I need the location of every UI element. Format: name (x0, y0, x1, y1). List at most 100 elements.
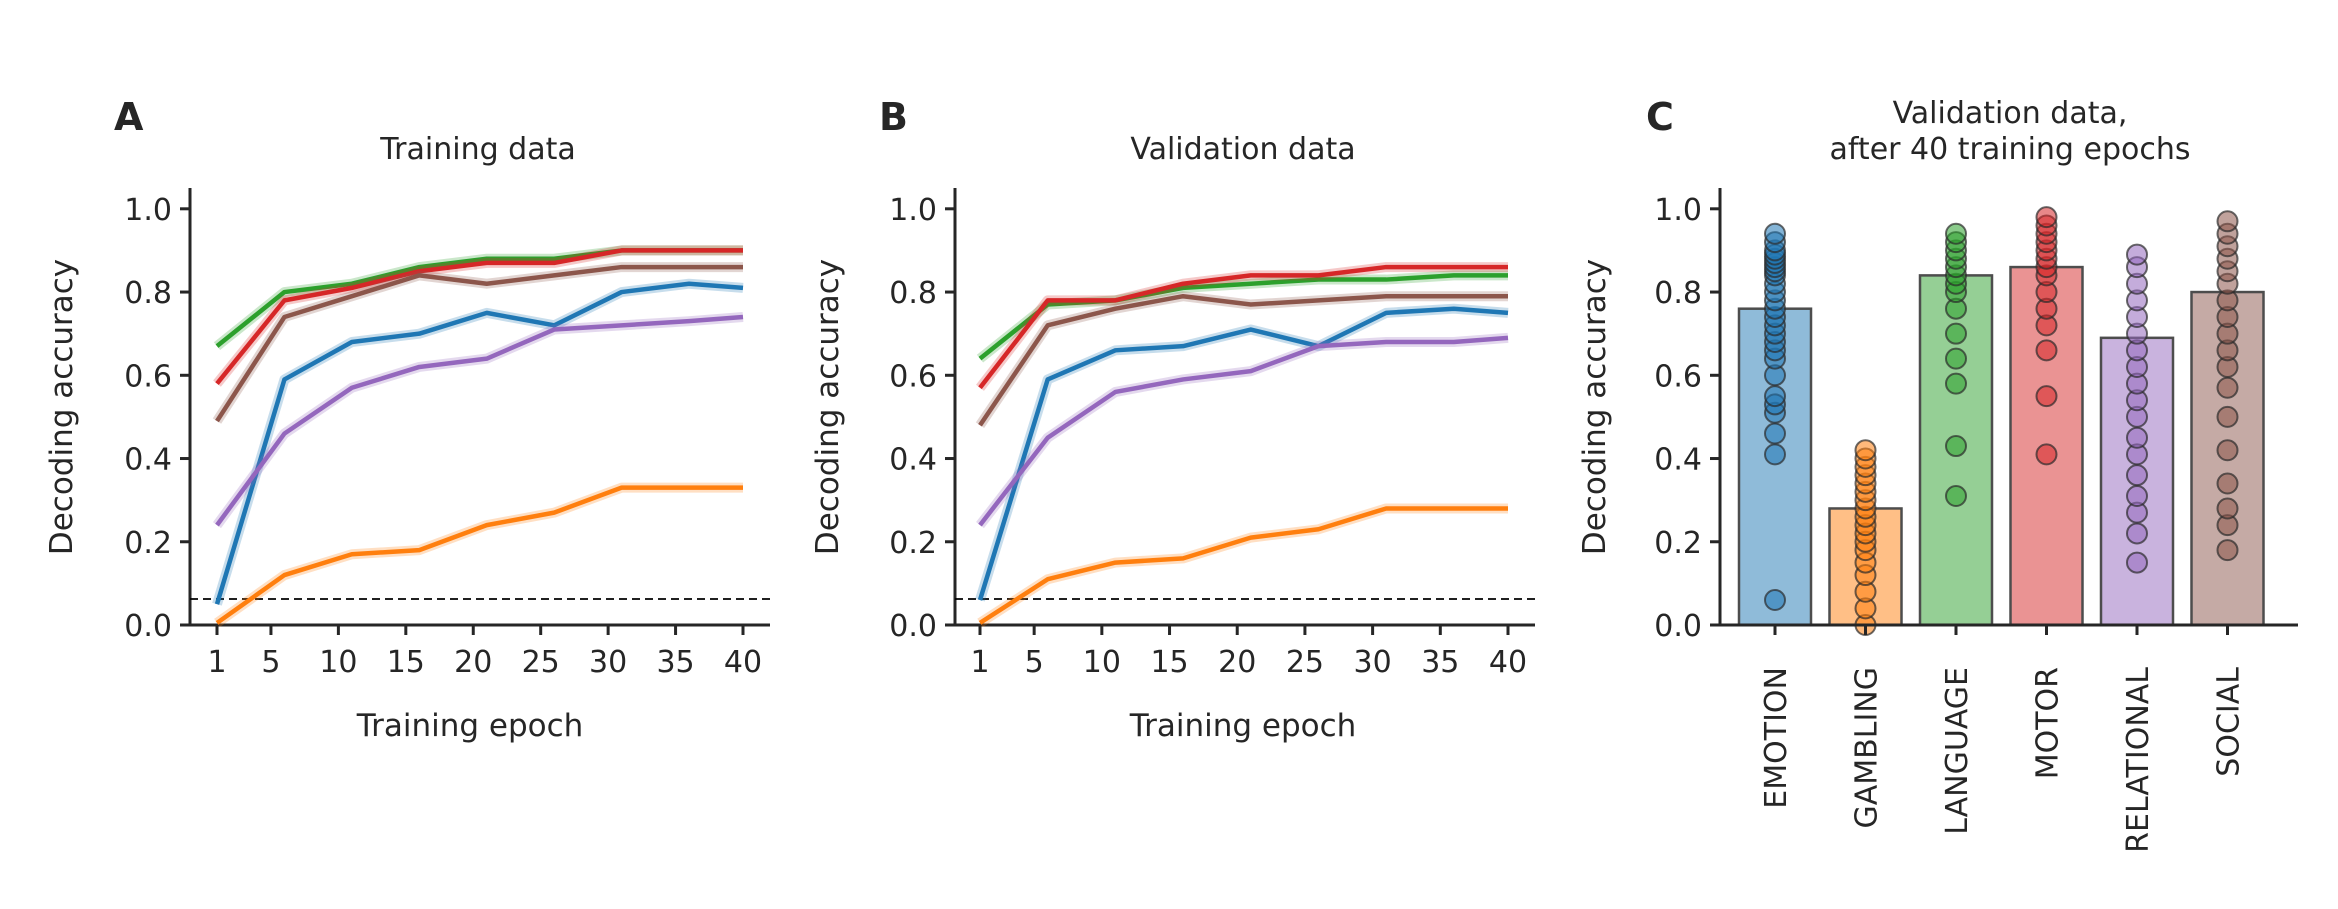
panel-c-point-social (2216, 210, 2239, 233)
panel-a-line-emotion (214, 281, 744, 605)
panel-a-band-gambling (214, 482, 743, 627)
panel-b-y-tick-label: 0.6 (889, 359, 937, 394)
panel-c-point-language (1945, 484, 1967, 507)
panel-c-point-language (1945, 222, 1967, 245)
panel-a-title: Training data (379, 132, 575, 167)
panel-c-x-tick-label: RELATIONAL (2121, 667, 2156, 853)
panel-a-x-tick-label: 35 (656, 645, 694, 680)
panel-c-point-social (2216, 539, 2239, 562)
panel-b-line-relational (978, 335, 1509, 527)
panel-letter-b: B (879, 95, 908, 139)
panel-c-x-tick-label: GAMBLING (1850, 667, 1885, 828)
panel-b-y-tick-label: 0.8 (889, 276, 937, 311)
panel-a-band-emotion (212, 278, 744, 606)
panel-c-point-motor (2035, 443, 2058, 466)
panel-c-point-language (1945, 435, 1967, 458)
panel-c-point-social (2216, 472, 2239, 495)
panel-b-y-tick-label: 0.0 (889, 609, 937, 644)
panel-b-ylabel: Decoding accuracy (810, 259, 846, 555)
panel-c-point-language (1945, 347, 1967, 370)
panel-a-y-tick-label: 0.4 (124, 443, 172, 478)
panel-a-y-tick-label: 0.6 (124, 359, 172, 394)
panel-a-band-relational (212, 312, 744, 529)
panel-b-plot: 0.00.20.40.60.81.01 5 10 15 20 25 30 35 40 (889, 188, 1535, 680)
panel-c-point-relational (2126, 522, 2148, 545)
panel-a-x-tick-label: 15 (387, 645, 425, 680)
panel-b-band-emotion (975, 303, 1509, 602)
panel-b-x-tick-label: 35 (1421, 645, 1459, 680)
panel-c-plot: EMOTION GAMBLING LANGUAGE MOTOR RELATIONAL SO… (1654, 188, 2298, 853)
panel-b-x-tick-label: 15 (1150, 645, 1188, 680)
panel-a-ylabel: Decoding accuracy (44, 259, 80, 555)
panel-a-x-tick-label: 30 (589, 645, 627, 680)
panel-c-point-social (2216, 405, 2239, 428)
panel-b-x-tick-label: 20 (1218, 645, 1256, 680)
panel-a-x-tick-label: 20 (454, 645, 492, 680)
panel-b-x-tick-label: 10 (1083, 645, 1121, 680)
panel-a-y-tick-label: 1.0 (124, 193, 172, 228)
panel-c-point-relational (2126, 464, 2148, 487)
panel-b-line-emotion (977, 306, 1509, 601)
panel-c-point-social (2216, 439, 2239, 462)
panel-c-point-relational (2126, 426, 2148, 449)
panel-b-x-tick-label: 25 (1286, 645, 1324, 680)
panel-c-y-tick-label: 0.0 (1654, 609, 1702, 644)
panel-c-y-tick-label: 0.4 (1654, 443, 1702, 478)
panel-c-point-relational (2126, 243, 2148, 266)
panel-b-title: Validation data (1130, 132, 1355, 167)
panel-c-point-motor (2035, 339, 2058, 362)
panel-b-x-tick-label: 30 (1354, 645, 1392, 680)
panel-c-point-motor (2035, 206, 2058, 229)
panel-a-x-tick-label: 40 (724, 645, 762, 680)
panel-c-point-gambling (1854, 439, 1877, 462)
panel-a-line-gambling (215, 485, 743, 625)
panel-c-title-line1: Validation data, (1893, 96, 2128, 131)
panel-b-x-tick-label: 5 (1025, 645, 1044, 680)
panel-c-x-tick-label: MOTOR (2031, 667, 2066, 779)
panel-a-y-tick-label: 0.2 (124, 526, 172, 561)
panel-a-xlabel: Training epoch (356, 708, 584, 744)
panel-c-point-social (2216, 497, 2239, 520)
panel-c-point-language (1945, 322, 1967, 345)
panel-a-y-tick-label: 0.8 (124, 276, 172, 311)
panel-c-point-emotion (1764, 385, 1786, 408)
panel-c-ylabel: Decoding accuracy (1577, 259, 1613, 555)
panel-b-line-language (978, 273, 1508, 361)
panel-c-x-tick-label: SOCIAL (2212, 667, 2247, 777)
panel-b-y-tick-label: 0.2 (889, 526, 937, 561)
panel-c-point-emotion (1764, 589, 1786, 612)
panel-a-line-motor (215, 248, 743, 386)
panel-a-y-tick-label: 0.0 (124, 609, 172, 644)
panel-a-x-tick-label: 5 (261, 645, 280, 680)
panel-c-x-tick-label: EMOTION (1759, 667, 1794, 809)
panel-b-line-motor (978, 264, 1508, 390)
panel-c-point-language (1945, 372, 1967, 395)
panel-b-xlabel: Training epoch (1129, 708, 1357, 744)
panel-a-x-tick-label: 10 (319, 645, 357, 680)
panel-c-x-tick-label: LANGUAGE (1940, 667, 1975, 835)
panel-a-plot: 0.0 0.2 0.4 0.6 0.8 1.0 1 5 10 15 20 25 30 35 40 (124, 188, 770, 680)
panel-c-point-relational (2126, 484, 2148, 507)
panel-a: A Training data 0.0 0.2 0.4 0.6 0.8 1.0 1 5 10 15… (44, 95, 770, 744)
panel-c-point-relational (2126, 551, 2148, 574)
panel-a-x-tick-label: 1 (207, 645, 226, 680)
panel-c-point-emotion (1764, 443, 1786, 466)
panel-c-y-tick-label: 0.8 (1654, 276, 1702, 311)
panel-c-y-tick-label: 0.6 (1654, 359, 1702, 394)
panel-b: B Validation data 0.00.20.40.60.81.01 5 10… (810, 95, 1535, 744)
panel-c-point-emotion (1764, 422, 1786, 445)
panel-b-line-gambling (978, 506, 1508, 625)
panel-a-line-relational (215, 314, 744, 527)
panel-c-point-emotion (1764, 222, 1786, 245)
panel-b-band-social (975, 291, 1508, 429)
panel-c-point-motor (2035, 385, 2058, 408)
panel-letter-c: C (1646, 95, 1674, 139)
panel-a-x-tick-label: 25 (522, 645, 560, 680)
panel-c-title-line2: after 40 training epochs (1830, 132, 2191, 167)
panel-c: C Validation data, after 40 training epo… (1577, 95, 2298, 853)
panel-b-y-tick-label: 1.0 (889, 193, 937, 228)
panel-c-y-tick-label: 1.0 (1654, 193, 1702, 228)
panel-c-y-tick-label: 0.2 (1654, 526, 1702, 561)
panel-c-point-social (2216, 376, 2239, 399)
